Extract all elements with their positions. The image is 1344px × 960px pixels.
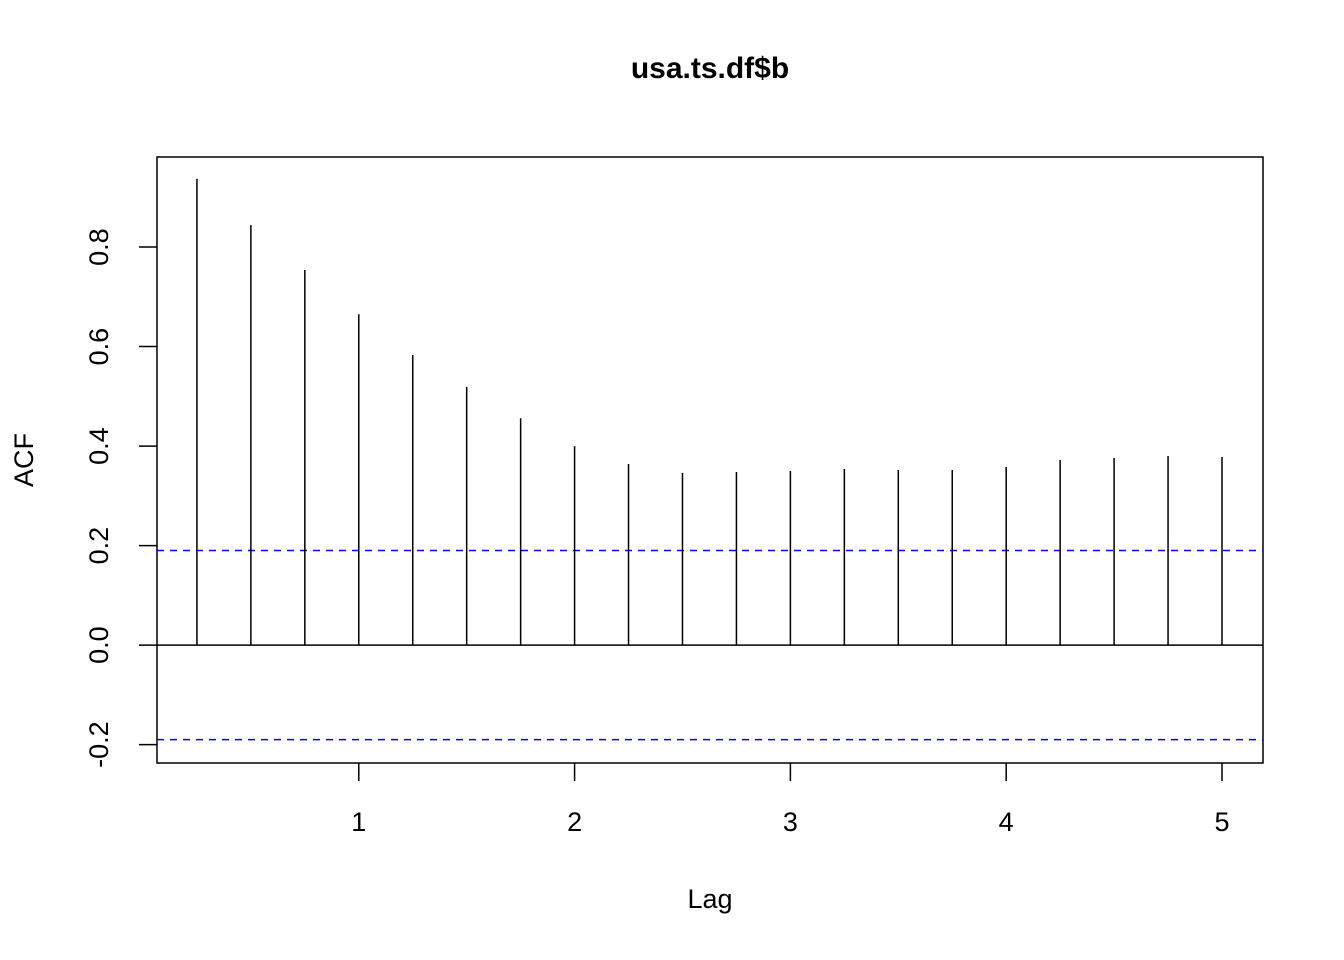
y-tick-label: 0.6 xyxy=(84,328,114,366)
plot-frame xyxy=(156,156,1264,764)
chart-title: usa.ts.df$b xyxy=(631,52,789,85)
x-tick-label: 5 xyxy=(1214,807,1229,837)
y-tick-label: 0.2 xyxy=(84,527,114,565)
y-axis-label: ACF xyxy=(9,433,39,487)
y-tick-label: 0.8 xyxy=(84,228,114,266)
x-tick-label: 4 xyxy=(999,807,1014,837)
y-tick-label: 0.0 xyxy=(84,626,114,664)
x-axis-label: Lag xyxy=(687,884,732,914)
x-tick-label: 3 xyxy=(783,807,798,837)
y-tick-label: -0.2 xyxy=(84,721,114,768)
x-tick-label: 2 xyxy=(567,807,582,837)
x-tick-label: 1 xyxy=(351,807,366,837)
y-tick-label: 0.4 xyxy=(84,427,114,465)
